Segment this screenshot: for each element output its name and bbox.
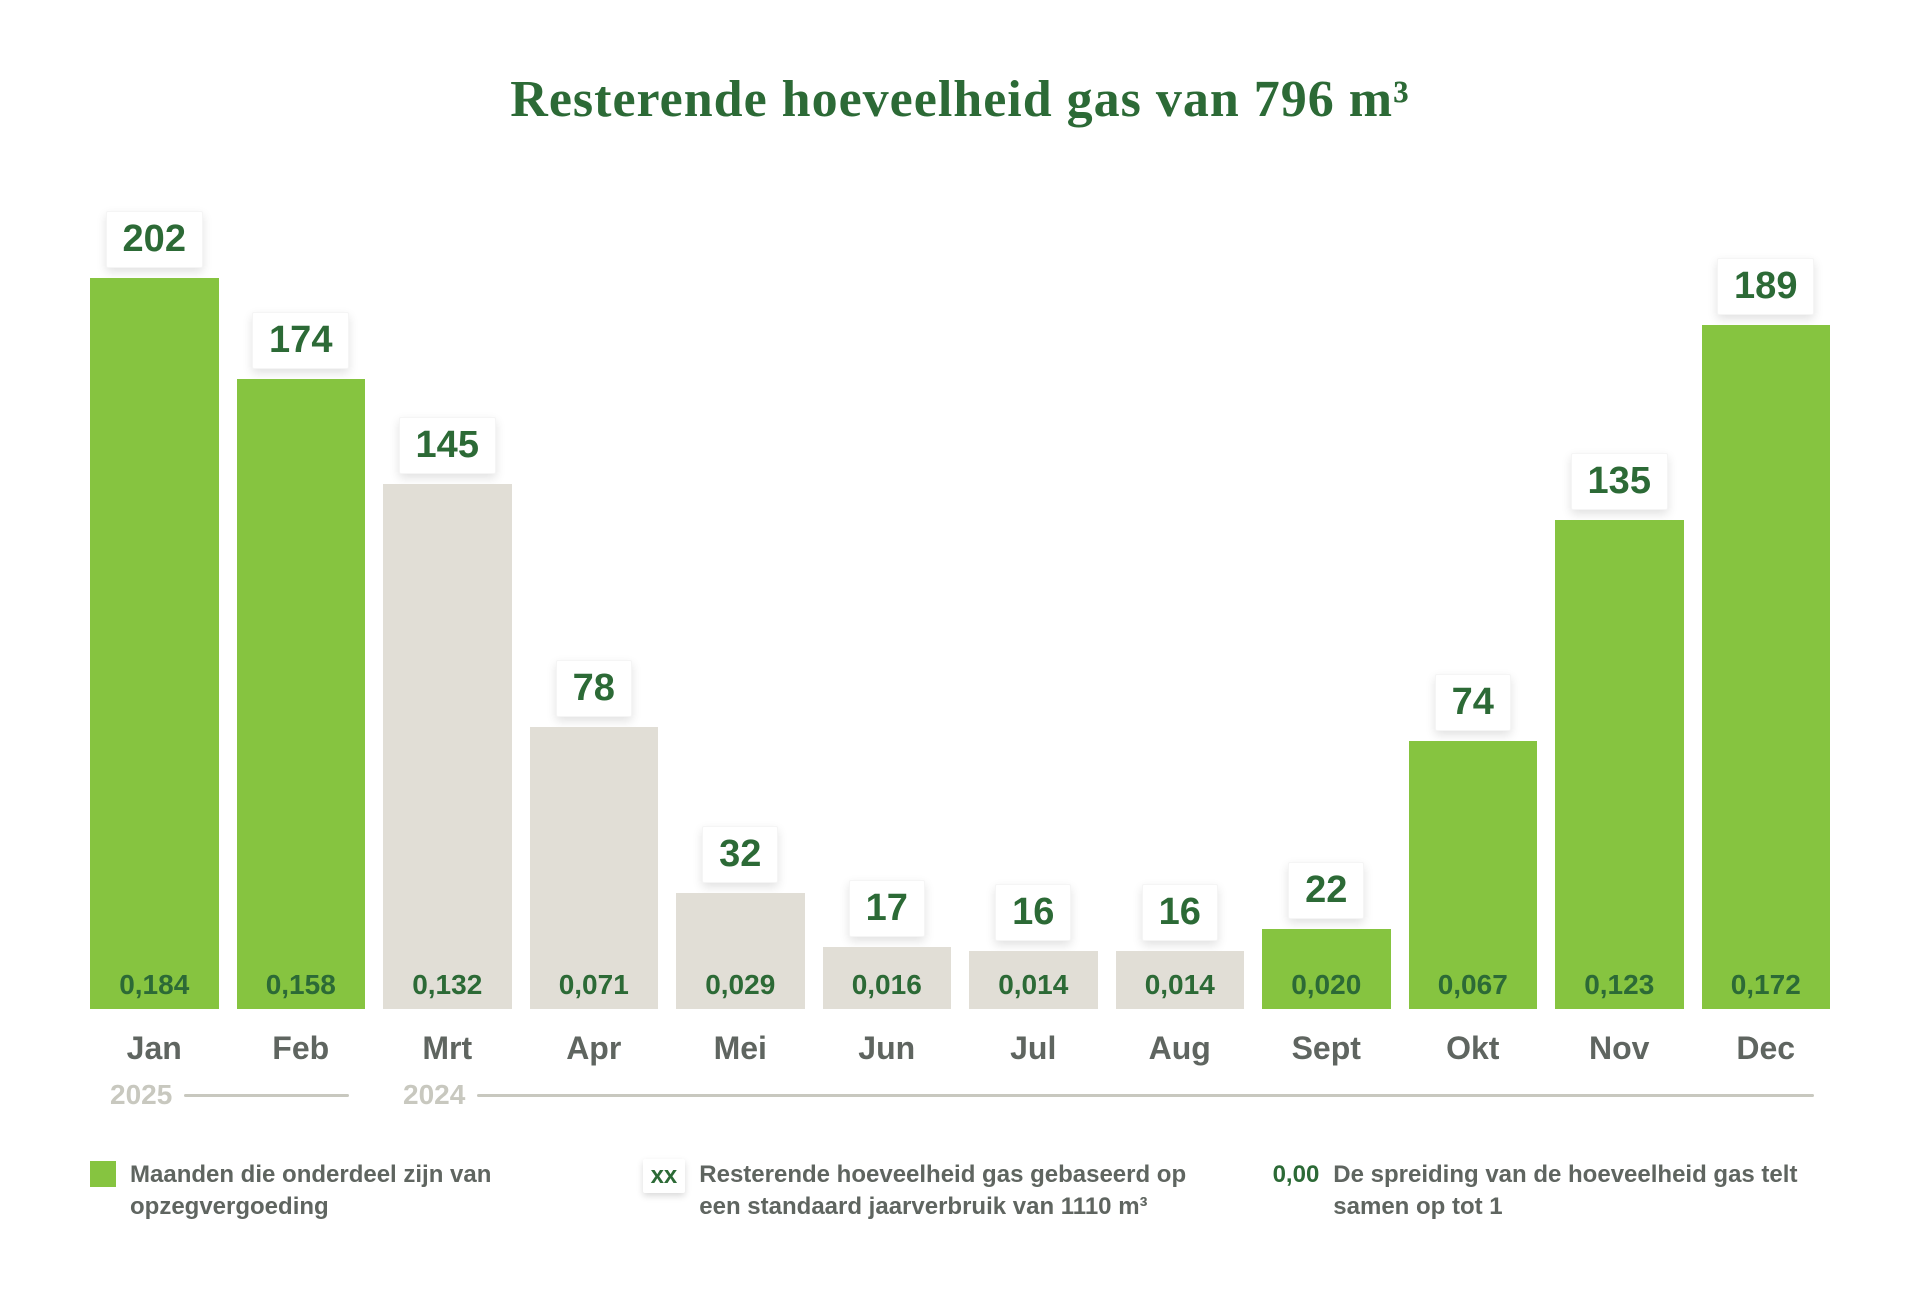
bar-spread: 0,184 — [90, 969, 219, 1001]
bar-chart: 2020,184Jan1740,158Feb1450,132Mrt780,071… — [90, 189, 1830, 1009]
legend-text: De spreiding van de hoeveelheid gas telt… — [1333, 1159, 1830, 1224]
bar-col: 780,071Apr — [530, 189, 659, 1009]
bar-rect: 0,071 — [530, 727, 659, 1009]
bar-rect: 0,123 — [1555, 520, 1684, 1009]
bar-col: 740,067Okt — [1409, 189, 1538, 1009]
bar-month-label: Nov — [1555, 1030, 1684, 1067]
bar-value: 135 — [1571, 453, 1668, 510]
bar-month-label: Jan — [90, 1030, 219, 1067]
bar-rect: 0,158 — [237, 379, 366, 1009]
bar-col: 1350,123Nov — [1555, 189, 1684, 1009]
bar-col: 1740,158Feb — [237, 189, 366, 1009]
bar-spread: 0,123 — [1555, 969, 1684, 1001]
bar-rect: 0,020 — [1262, 929, 1391, 1009]
bar-rect: 0,132 — [383, 484, 512, 1009]
bar-value: 16 — [995, 884, 1071, 941]
bar-month-label: Sept — [1262, 1030, 1391, 1067]
bar-value: 202 — [106, 211, 203, 268]
legend-item: 0,00 De spreiding van de hoeveelheid gas … — [1273, 1159, 1830, 1224]
bar-col: 1450,132Mrt — [383, 189, 512, 1009]
bar-spread: 0,029 — [676, 969, 805, 1001]
bar-rect: 0,014 — [1116, 951, 1245, 1009]
year-label: 2024 — [403, 1079, 465, 1111]
bar-month-label: Apr — [530, 1030, 659, 1067]
legend-swatch — [90, 1161, 116, 1187]
bar-col: 2020,184Jan — [90, 189, 219, 1009]
bar-col: 1890,172Dec — [1702, 189, 1831, 1009]
year-label: 2025 — [110, 1079, 172, 1111]
year-line — [184, 1094, 349, 1097]
bar-month-label: Okt — [1409, 1030, 1538, 1067]
bar-col: 160,014Jul — [969, 189, 1098, 1009]
bar-col: 220,020Sept — [1262, 189, 1391, 1009]
bar-month-label: Jun — [823, 1030, 952, 1067]
bar-value: 16 — [1142, 884, 1218, 941]
bar-month-label: Feb — [237, 1030, 366, 1067]
bar-rect: 0,067 — [1409, 741, 1538, 1009]
bar-spread: 0,014 — [1116, 969, 1245, 1001]
bar-month-label: Jul — [969, 1030, 1098, 1067]
legend-item: Maanden die onderdeel zijn van opzegverg… — [90, 1159, 573, 1224]
legend: Maanden die onderdeel zijn van opzegverg… — [90, 1159, 1830, 1224]
legend-item: xx Resterende hoeveelheid gas gebaseerd o… — [643, 1159, 1203, 1224]
bar-col: 170,016Jun — [823, 189, 952, 1009]
bar-value: 32 — [702, 826, 778, 883]
bar-value: 17 — [849, 880, 925, 937]
bar-month-label: Dec — [1702, 1030, 1831, 1067]
bar-spread: 0,016 — [823, 969, 952, 1001]
bar-rect: 0,172 — [1702, 325, 1831, 1009]
bar-rect: 0,184 — [90, 278, 219, 1009]
year-group: 2025 — [110, 1079, 349, 1111]
legend-key: 0,00 — [1273, 1161, 1320, 1189]
bar-value: 145 — [399, 417, 496, 474]
bar-spread: 0,158 — [237, 969, 366, 1001]
bar-value: 189 — [1717, 258, 1814, 315]
bar-value: 22 — [1288, 862, 1364, 919]
bar-month-label: Aug — [1116, 1030, 1245, 1067]
bar-rect: 0,029 — [676, 893, 805, 1009]
bar-spread: 0,067 — [1409, 969, 1538, 1001]
bar-month-label: Mei — [676, 1030, 805, 1067]
bar-value: 174 — [252, 312, 349, 369]
bar-spread: 0,020 — [1262, 969, 1391, 1001]
legend-badge: xx — [643, 1159, 686, 1193]
legend-text: Resterende hoeveelheid gas gebaseerd op … — [699, 1159, 1202, 1224]
bar-month-label: Mrt — [383, 1030, 512, 1067]
bar-spread: 0,132 — [383, 969, 512, 1001]
bar-col: 160,014Aug — [1116, 189, 1245, 1009]
chart-title: Resterende hoeveelheid gas van 796 m³ — [90, 70, 1830, 129]
year-group: 2024 — [403, 1079, 1814, 1111]
bar-rect: 0,016 — [823, 947, 952, 1009]
legend-text: Maanden die onderdeel zijn van opzegverg… — [130, 1159, 573, 1224]
year-line — [477, 1094, 1814, 1097]
bar-rect: 0,014 — [969, 951, 1098, 1009]
bar-value: 74 — [1435, 674, 1511, 731]
bar-spread: 0,071 — [530, 969, 659, 1001]
bar-value: 78 — [556, 660, 632, 717]
bar-spread: 0,014 — [969, 969, 1098, 1001]
bar-col: 320,029Mei — [676, 189, 805, 1009]
bar-spread: 0,172 — [1702, 969, 1831, 1001]
year-axis: 2025 2024 — [90, 1079, 1830, 1119]
